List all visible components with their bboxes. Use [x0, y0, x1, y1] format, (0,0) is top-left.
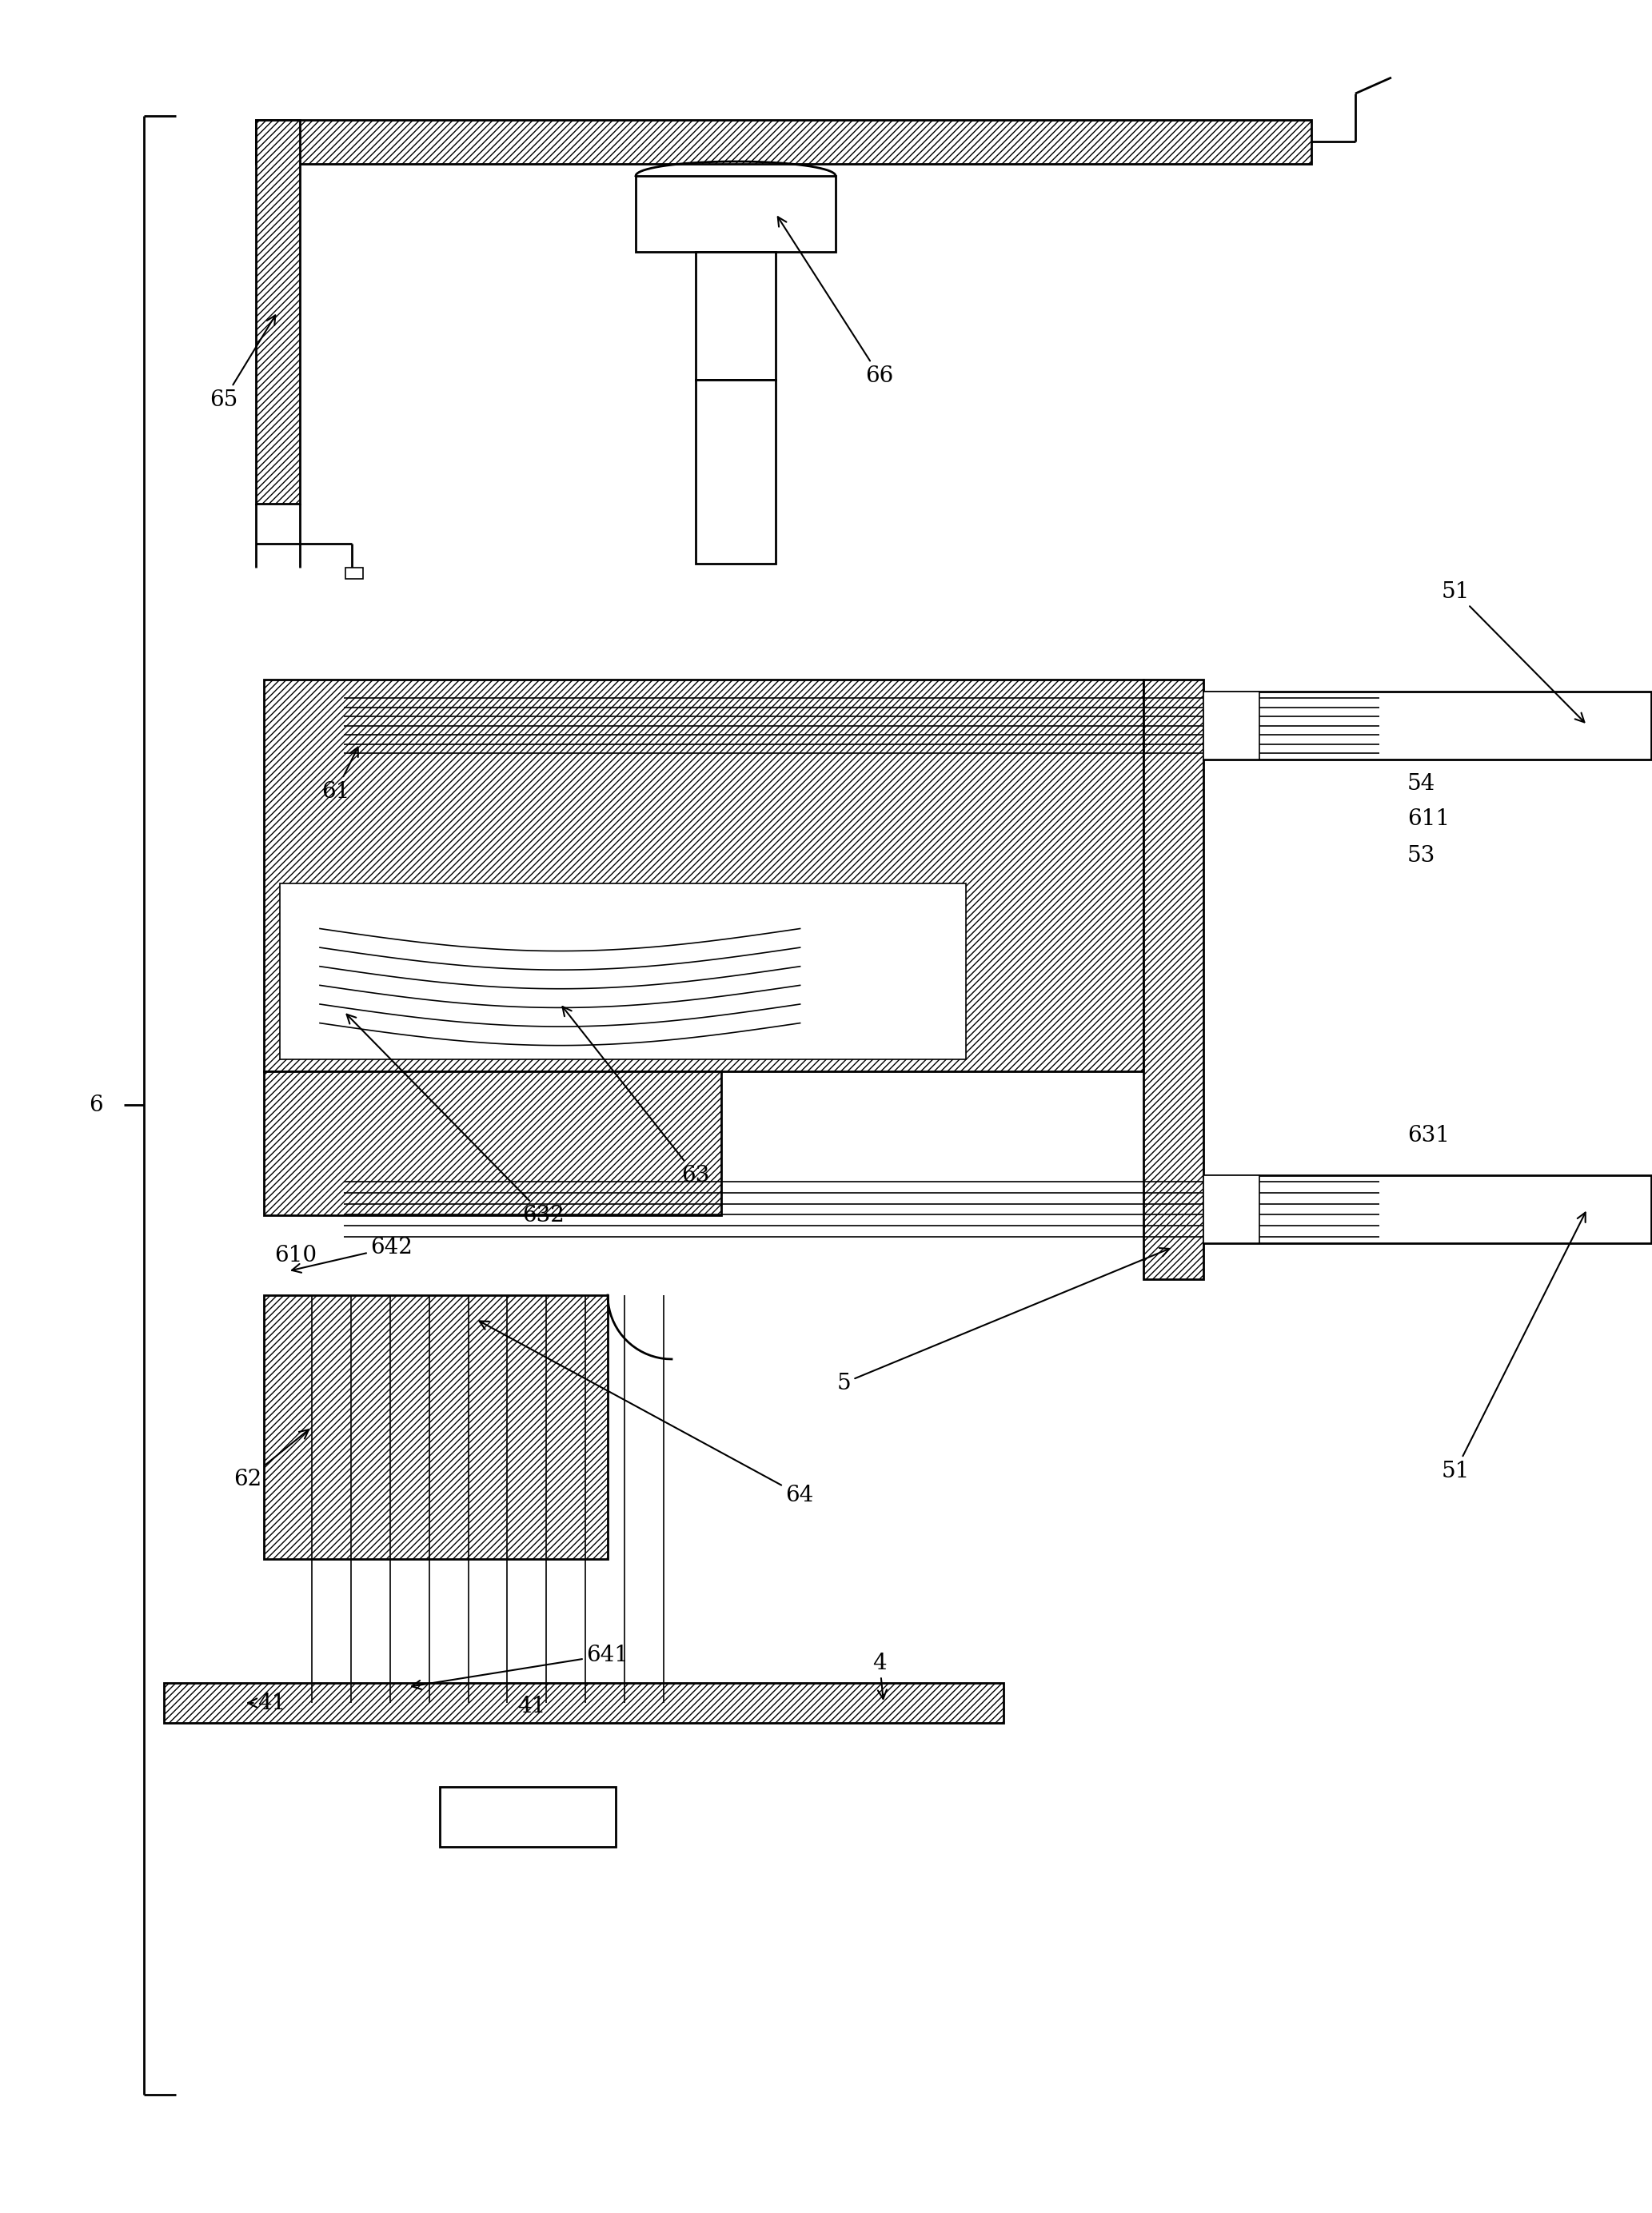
Bar — [1203, 690, 1652, 759]
Bar — [256, 120, 1312, 164]
Bar — [256, 120, 301, 505]
Text: 611: 611 — [1408, 808, 1450, 830]
Text: 631: 631 — [1408, 1124, 1450, 1146]
Text: 65: 65 — [210, 314, 276, 412]
Text: 64: 64 — [479, 1321, 814, 1505]
Bar — [1203, 1175, 1259, 1244]
Text: 641: 641 — [411, 1644, 629, 1689]
Text: 632: 632 — [347, 1014, 565, 1226]
Text: 61: 61 — [322, 748, 358, 803]
Bar — [1143, 679, 1203, 1279]
Text: 642: 642 — [292, 1237, 413, 1272]
Bar — [279, 883, 966, 1060]
Bar — [439, 1786, 616, 1848]
Bar — [636, 175, 836, 252]
Bar — [345, 569, 363, 580]
Bar — [264, 1295, 608, 1558]
Text: 63: 63 — [562, 1007, 710, 1186]
Text: 62: 62 — [235, 1430, 309, 1489]
Text: 53: 53 — [1408, 845, 1436, 865]
Text: 51: 51 — [1441, 580, 1584, 721]
Bar — [695, 252, 776, 381]
Text: 51: 51 — [1441, 1213, 1586, 1483]
Text: 41: 41 — [248, 1693, 286, 1713]
Text: 610: 610 — [274, 1244, 317, 1266]
Bar — [1203, 690, 1259, 759]
Text: 4: 4 — [872, 1653, 887, 1700]
Text: 54: 54 — [1408, 772, 1436, 794]
Bar — [264, 1071, 722, 1215]
Bar — [695, 381, 776, 564]
Bar — [264, 679, 1143, 1071]
Text: 66: 66 — [778, 217, 894, 387]
Bar — [164, 1682, 1003, 1724]
Bar — [1203, 1175, 1652, 1244]
Text: 5: 5 — [836, 1248, 1170, 1394]
Text: 41: 41 — [517, 1695, 545, 1717]
Text: 6: 6 — [89, 1093, 102, 1115]
